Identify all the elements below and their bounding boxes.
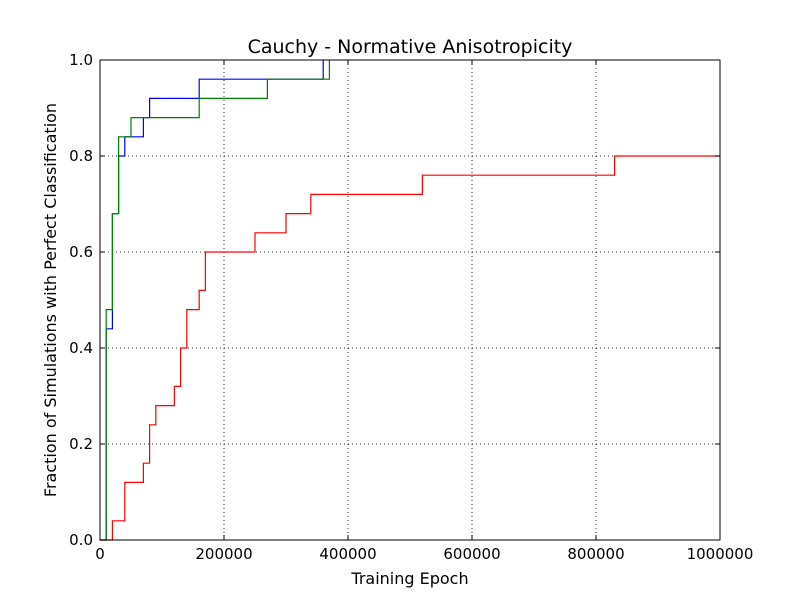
y-tick-label: 0.2 [69, 435, 93, 453]
x-tick-label: 600000 [443, 545, 500, 563]
plot-frame [99, 59, 721, 541]
x-tick-label: 0 [95, 545, 105, 563]
series-blue-line [100, 60, 324, 541]
x-tick-label: 800000 [567, 545, 624, 563]
axis-ticks [99, 59, 721, 541]
y-axis-label: Fraction of Simulations with Perfect Cla… [41, 103, 60, 497]
y-tick-label: 0.6 [69, 243, 93, 261]
tick-labels: 0 200000 400000 600000 800000 1000000 0.0 0.2 0.… [69, 51, 753, 563]
x-tick-label: 400000 [319, 545, 376, 563]
y-tick-label: 0.4 [69, 339, 93, 357]
y-tick-label: 0.0 [69, 531, 93, 549]
series-green-line [100, 60, 330, 541]
x-axis-label: Training Epoch [350, 569, 468, 588]
series-red-line [100, 155, 720, 541]
grid [100, 60, 720, 540]
x-tick-label: 1000000 [687, 545, 754, 563]
y-tick-label: 1.0 [69, 51, 93, 69]
chart-title: Cauchy - Normative Anisotropicity [248, 36, 573, 58]
x-tick-label: 200000 [195, 545, 252, 563]
y-tick-label: 0.8 [69, 147, 93, 165]
plot-area [100, 60, 720, 541]
